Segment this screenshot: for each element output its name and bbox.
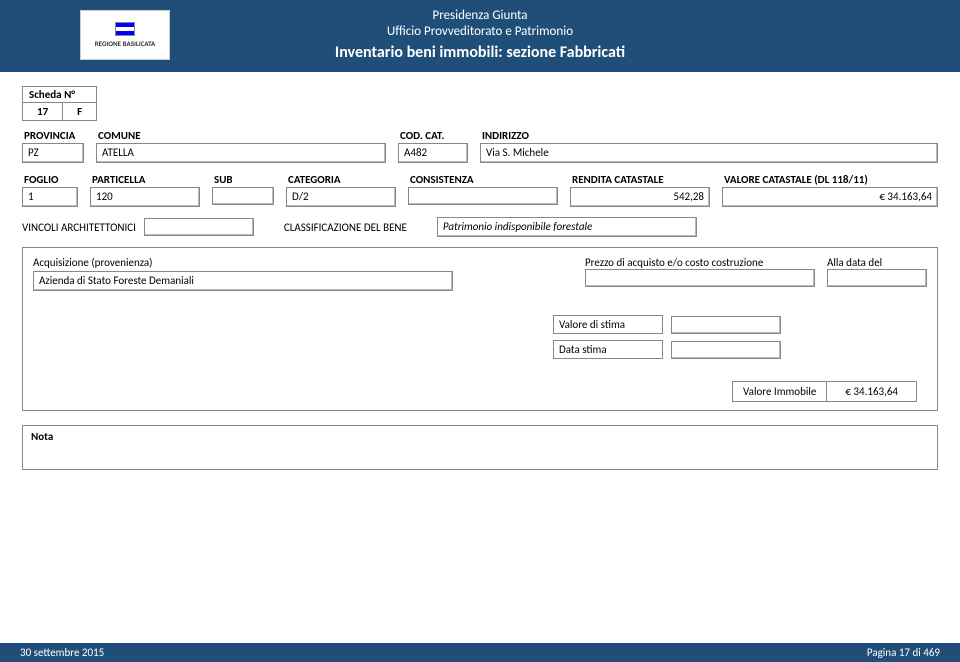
- header-bar: REGIONE BASILICATA Presidenza Giunta Uff…: [0, 0, 960, 72]
- categoria-label: CATEGORIA: [286, 173, 396, 186]
- categoria-value: D/2: [286, 187, 396, 207]
- particella-label: PARTICELLA: [90, 173, 200, 186]
- nota-box: Nota: [22, 425, 938, 470]
- acquisizione-box: Acquisizione (provenienza) Azienda di St…: [22, 247, 938, 411]
- prezzo-label: Prezzo di acquisto e/o costo costruzione: [585, 256, 815, 269]
- region-logo: REGIONE BASILICATA: [80, 10, 170, 60]
- scheda-number: 17: [23, 103, 63, 120]
- classificazione-value: Patrimonio indisponibile forestale: [437, 217, 697, 237]
- alla-data-label: Alla data del: [827, 256, 927, 269]
- footer-bar: 30 settembre 2015 Pagina 17 di 469: [0, 643, 960, 662]
- consistenza-value: [408, 187, 558, 205]
- rendita-value: 542,28: [570, 187, 710, 207]
- footer-page: Pagina 17 di 469: [867, 646, 940, 659]
- valore-immobile-value: € 34.163,64: [827, 382, 916, 401]
- valore-immobile-box: Valore Immobile € 34.163,64: [732, 381, 917, 402]
- valore-catastale-value: € 34.163,64: [722, 187, 938, 207]
- sub-label: SUB: [212, 173, 274, 186]
- comune-value: ATELLA: [96, 143, 386, 163]
- valore-immobile-label: Valore Immobile: [733, 382, 827, 401]
- classificazione-label: CLASSIFICAZIONE DEL BENE: [284, 221, 407, 234]
- valore-catastale-label: VALORE CATASTALE (DL 118/11): [722, 173, 938, 186]
- consistenza-label: CONSISTENZA: [408, 173, 558, 186]
- provincia-value: PZ: [22, 143, 84, 163]
- acquisizione-value: Azienda di Stato Foreste Demaniali: [33, 271, 453, 291]
- comune-label: COMUNE: [96, 129, 386, 142]
- rendita-label: RENDITA CATASTALE: [570, 173, 710, 186]
- indirizzo-label: INDIRIZZO: [480, 129, 938, 142]
- sub-value: [212, 187, 274, 205]
- scheda-box: Scheda N° 17 F: [22, 86, 97, 121]
- vincoli-label: VINCOLI ARCHITETTONICI: [22, 221, 136, 234]
- particella-value: 120: [90, 187, 200, 207]
- scheda-suffix: F: [63, 103, 96, 120]
- data-stima-value: [671, 341, 781, 359]
- flag-icon: [115, 22, 135, 36]
- valore-stima-value: [671, 316, 781, 334]
- codcat-label: COD. CAT.: [398, 129, 468, 142]
- scheda-title: Scheda N°: [23, 87, 96, 103]
- alla-data-value: [827, 269, 927, 287]
- vincoli-value: [144, 218, 254, 236]
- acquisizione-label: Acquisizione (provenienza): [33, 256, 565, 269]
- logo-text: REGIONE BASILICATA: [95, 39, 156, 48]
- prezzo-value: [585, 269, 815, 287]
- codcat-value: A482: [398, 143, 468, 163]
- foglio-label: FOGLIO: [22, 173, 78, 186]
- data-stima-label: Data stima: [553, 340, 663, 359]
- provincia-label: PROVINCIA: [22, 129, 84, 142]
- nota-label: Nota: [31, 430, 929, 443]
- foglio-value: 1: [22, 187, 78, 207]
- valore-stima-label: Valore di stima: [553, 315, 663, 334]
- content-area: Scheda N° 17 F PROVINCIA PZ COMUNE ATELL…: [0, 72, 960, 470]
- indirizzo-value: Via S. Michele: [480, 143, 938, 163]
- footer-date: 30 settembre 2015: [20, 646, 104, 659]
